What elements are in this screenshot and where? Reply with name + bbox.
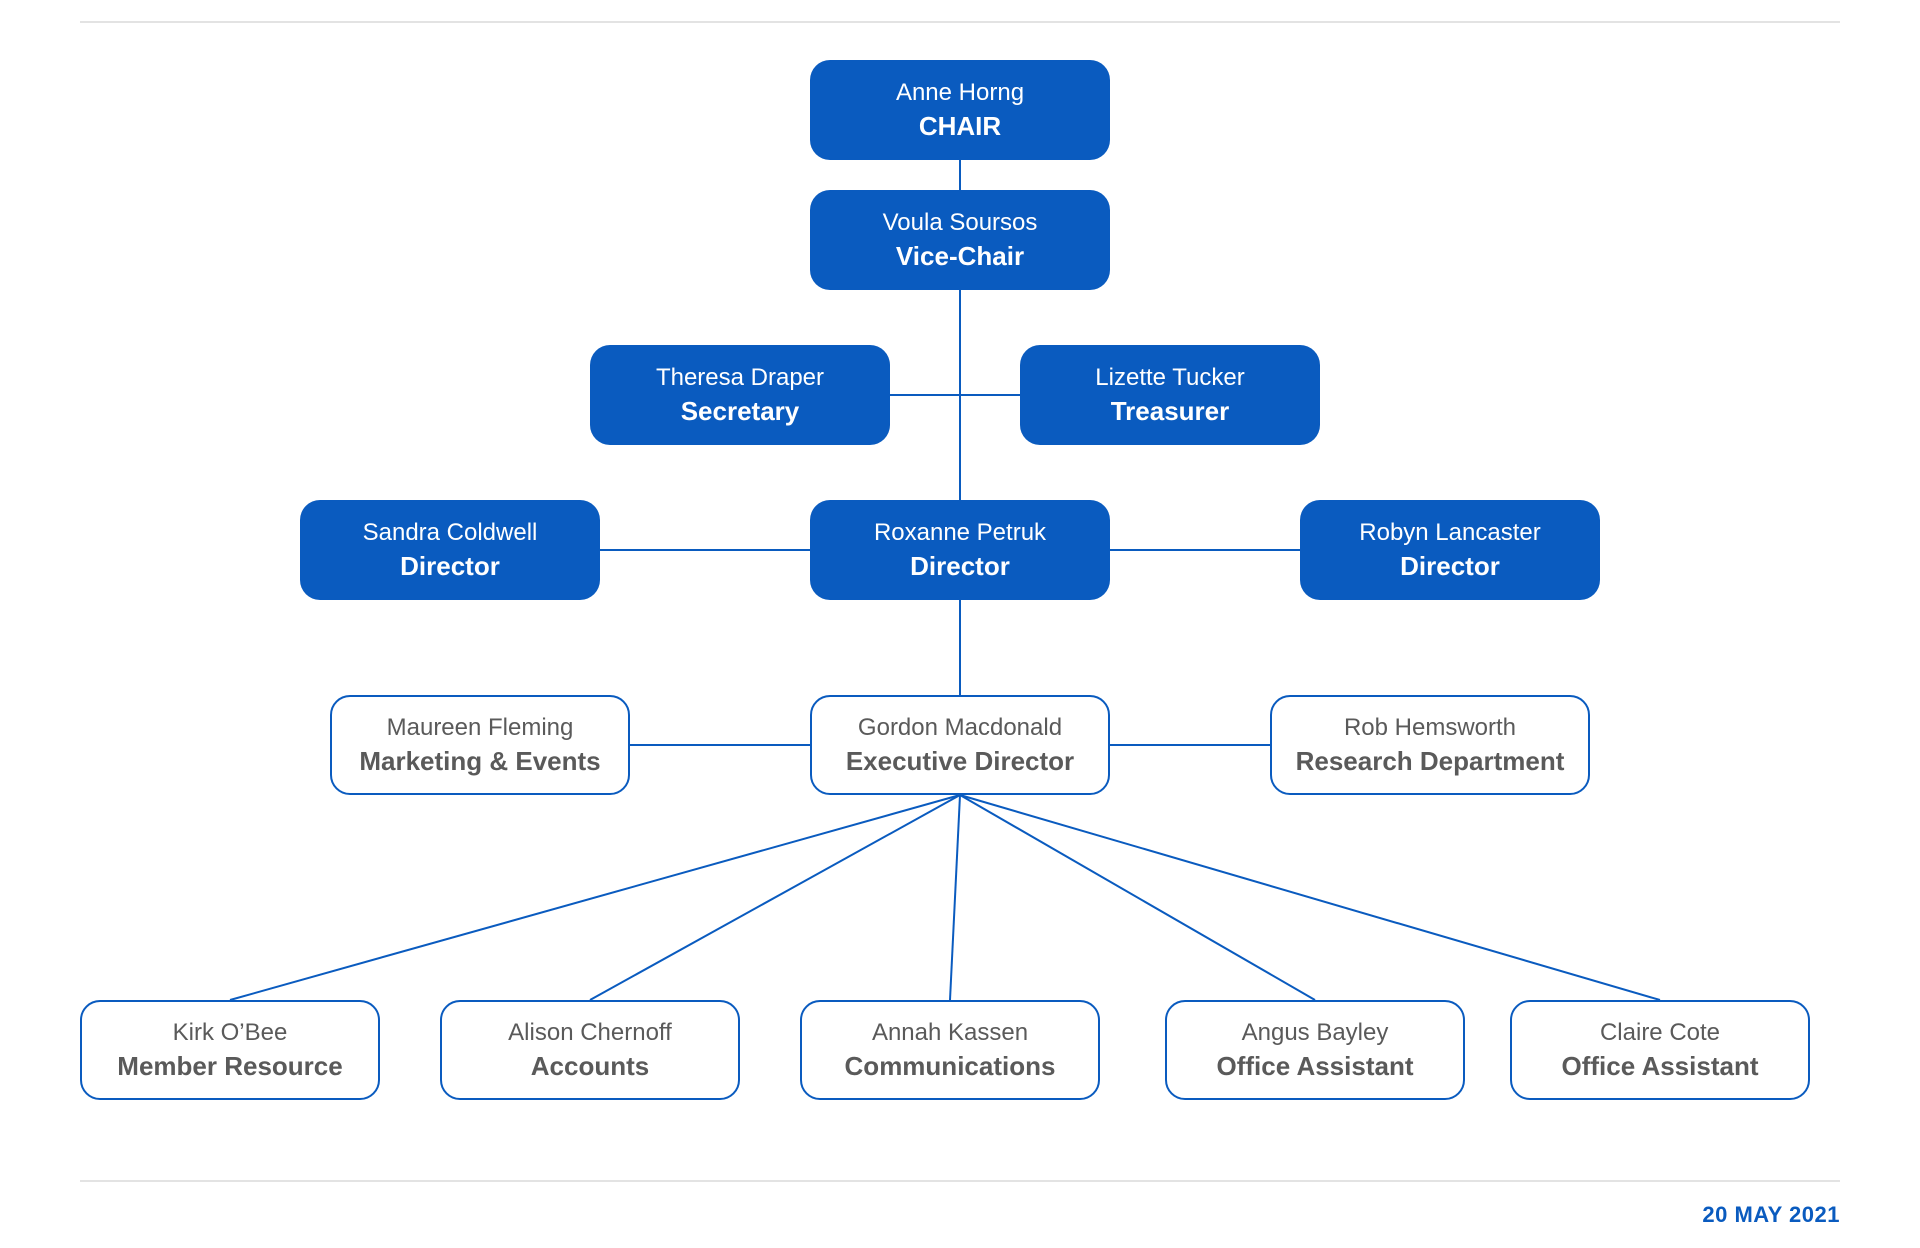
edge-exec-dir-comms	[950, 795, 960, 1000]
org-node-member-res: Kirk O’BeeMember Resource	[80, 1000, 380, 1100]
org-node-name: Anne Horng	[896, 78, 1024, 108]
org-node-role: CHAIR	[919, 110, 1001, 143]
org-node-role: Director	[910, 550, 1010, 583]
org-node-comms: Annah KassenCommunications	[800, 1000, 1100, 1100]
org-node-role: Communications	[845, 1050, 1056, 1083]
org-node-treasurer: Lizette TuckerTreasurer	[1020, 345, 1320, 445]
org-node-dir-left: Sandra ColdwellDirector	[300, 500, 600, 600]
org-node-role: Marketing & Events	[359, 745, 600, 778]
org-node-name: Annah Kassen	[872, 1018, 1028, 1048]
edge-exec-dir-office1	[960, 795, 1315, 1000]
org-node-office1: Angus BayleyOffice Assistant	[1165, 1000, 1465, 1100]
org-node-name: Maureen Fleming	[387, 713, 574, 743]
org-node-role: Director	[400, 550, 500, 583]
org-node-dir-right: Robyn LancasterDirector	[1300, 500, 1600, 600]
org-node-role: Office Assistant	[1217, 1050, 1414, 1083]
org-node-name: Lizette Tucker	[1095, 363, 1244, 393]
divider-bottom	[80, 1180, 1840, 1182]
org-node-role: Office Assistant	[1562, 1050, 1759, 1083]
org-node-accounts: Alison ChernoffAccounts	[440, 1000, 740, 1100]
footer-date: 20 MAY 2021	[1702, 1202, 1840, 1228]
org-node-name: Rob Hemsworth	[1344, 713, 1516, 743]
org-node-role: Member Resource	[117, 1050, 342, 1083]
org-node-name: Claire Cote	[1600, 1018, 1720, 1048]
org-node-name: Robyn Lancaster	[1359, 518, 1540, 548]
divider-top	[80, 21, 1840, 23]
org-node-name: Gordon Macdonald	[858, 713, 1062, 743]
org-node-dir-mid: Roxanne PetrukDirector	[810, 500, 1110, 600]
edge-exec-dir-accounts	[590, 795, 960, 1000]
org-node-chair: Anne HorngCHAIR	[810, 60, 1110, 160]
org-node-role: Research Department	[1296, 745, 1565, 778]
org-node-role: Secretary	[681, 395, 800, 428]
org-node-role: Vice-Chair	[896, 240, 1024, 273]
org-node-name: Kirk O’Bee	[173, 1018, 288, 1048]
org-node-role: Accounts	[531, 1050, 649, 1083]
org-node-office2: Claire CoteOffice Assistant	[1510, 1000, 1810, 1100]
org-node-secretary: Theresa DraperSecretary	[590, 345, 890, 445]
org-node-role: Treasurer	[1111, 395, 1230, 428]
org-node-exec-dir: Gordon MacdonaldExecutive Director	[810, 695, 1110, 795]
org-node-role: Executive Director	[846, 745, 1074, 778]
org-node-role: Director	[1400, 550, 1500, 583]
org-node-vicechair: Voula SoursosVice-Chair	[810, 190, 1110, 290]
org-node-marketing: Maureen FlemingMarketing & Events	[330, 695, 630, 795]
edge-exec-dir-office2	[960, 795, 1660, 1000]
org-node-name: Theresa Draper	[656, 363, 824, 393]
org-node-research: Rob HemsworthResearch Department	[1270, 695, 1590, 795]
org-node-name: Voula Soursos	[883, 208, 1038, 238]
org-chart-page: Anne HorngCHAIR Voula SoursosVice-Chair Th…	[0, 0, 1920, 1248]
org-node-name: Angus Bayley	[1242, 1018, 1389, 1048]
org-node-name: Sandra Coldwell	[363, 518, 538, 548]
edge-exec-dir-member-res	[230, 795, 960, 1000]
org-node-name: Alison Chernoff	[508, 1018, 672, 1048]
org-node-name: Roxanne Petruk	[874, 518, 1046, 548]
